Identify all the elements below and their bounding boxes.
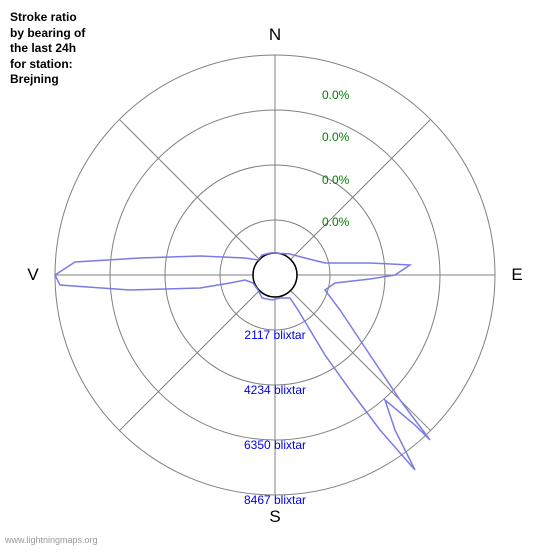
- blixtar-label-2: 6350 blixtar: [244, 438, 306, 452]
- chart-svg: [0, 0, 550, 550]
- blixtar-label-0: 2117 blixtar: [244, 328, 305, 342]
- cardinal-v: V: [27, 265, 38, 285]
- blixtar-label-1: 4234 blixtar: [244, 383, 306, 397]
- cardinal-e: E: [511, 265, 522, 285]
- polar-chart: N E S V 0.0% 0.0% 0.0% 0.0% 2117 blixtar 4234 b…: [0, 0, 550, 550]
- cardinal-s: S: [269, 507, 280, 527]
- pct-label-3: 0.0%: [322, 215, 349, 229]
- cardinal-n: N: [269, 25, 281, 45]
- pct-label-2: 0.0%: [322, 173, 349, 187]
- pct-label-1: 0.0%: [322, 130, 349, 144]
- blixtar-label-3: 8467 blixtar: [244, 493, 306, 507]
- attribution: www.lightningmaps.org: [5, 535, 98, 545]
- pct-label-0: 0.0%: [322, 88, 349, 102]
